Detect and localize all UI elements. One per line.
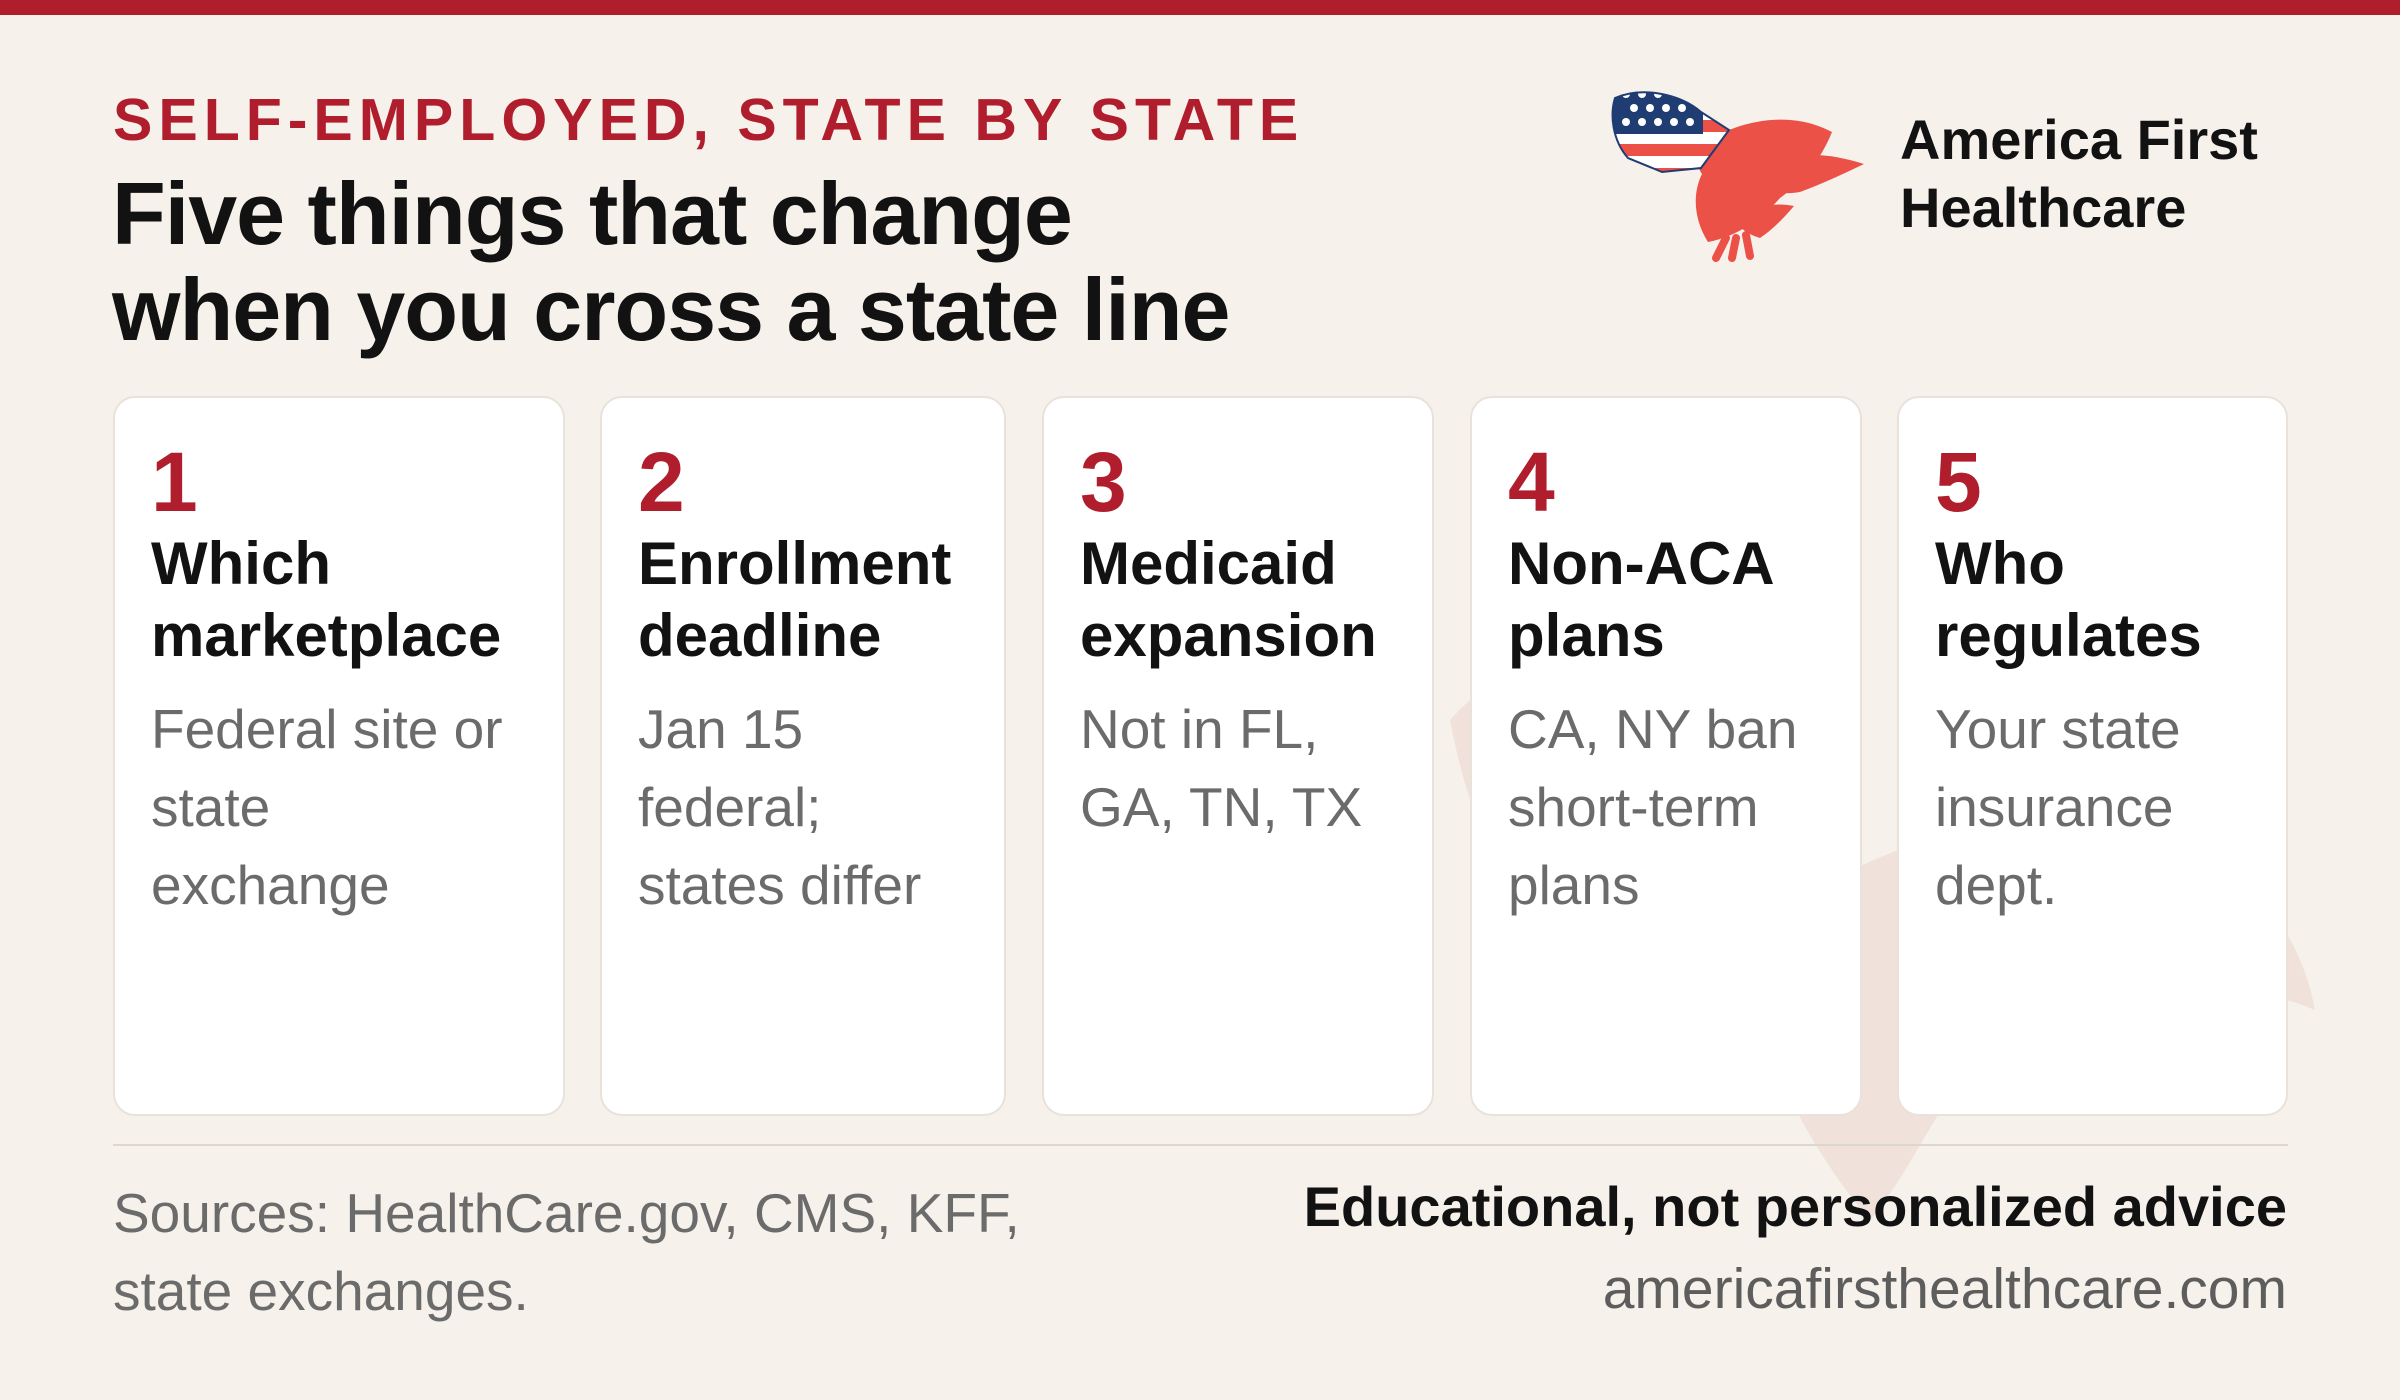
- card-title-line-1: Who: [1935, 530, 2065, 597]
- cards-row: 1 Which marketplace Federal site or stat…: [113, 396, 2288, 1116]
- card-which-marketplace: 1 Which marketplace Federal site or stat…: [113, 396, 565, 1116]
- kicker-text: SELF-EMPLOYED, STATE BY STATE: [113, 87, 1305, 153]
- card-title: Medicaid expansion: [1080, 528, 1414, 672]
- card-desc-line-2: federal;: [638, 776, 822, 838]
- card-title-line-2: plans: [1508, 602, 1665, 669]
- card-number: 2: [638, 435, 685, 529]
- page-title-line-2: when you cross a state line: [112, 260, 1230, 359]
- card-title-line-1: Non-ACA: [1508, 530, 1775, 597]
- card-title-line-2: regulates: [1935, 602, 2202, 669]
- card-title: Enrollment deadline: [638, 528, 986, 672]
- card-desc-line-1: Jan 15: [638, 698, 804, 760]
- card-desc-line-2: GA, TN, TX: [1080, 776, 1363, 838]
- page-title-line-1: Five things that change: [112, 164, 1073, 263]
- card-desc-line-1: Your state: [1935, 698, 2181, 760]
- sources-line-1: Sources: HealthCare.gov, CMS, KFF,: [113, 1182, 1020, 1244]
- card-description: Not in FL, GA, TN, TX: [1080, 690, 1410, 846]
- card-title-line-2: deadline: [638, 602, 882, 669]
- card-non-aca-plans: 4 Non-ACA plans CA, NY ban short-term pl…: [1470, 396, 1862, 1116]
- card-title: Who regulates: [1935, 528, 2268, 672]
- card-description: Jan 15 federal; states differ: [638, 690, 982, 924]
- card-title-line-2: marketplace: [151, 602, 502, 669]
- card-desc-line-3: exchange: [151, 854, 390, 916]
- card-description: Federal site or state exchange: [151, 690, 541, 924]
- card-number: 4: [1508, 435, 1555, 529]
- card-enrollment-deadline: 2 Enrollment deadline Jan 15 federal; st…: [600, 396, 1006, 1116]
- card-title-line-2: expansion: [1080, 602, 1377, 669]
- brand-logo-block: America First Healthcare: [1610, 82, 2300, 272]
- website-url: americafirsthealthcare.com: [1602, 1257, 2287, 1321]
- card-who-regulates: 5 Who regulates Your state insurance dep…: [1897, 396, 2288, 1116]
- card-description: CA, NY ban short-term plans: [1508, 690, 1838, 924]
- card-desc-line-3: states differ: [638, 854, 922, 916]
- card-desc-line-1: CA, NY ban: [1508, 698, 1798, 760]
- card-number: 1: [151, 435, 198, 529]
- card-title-line-1: Medicaid: [1080, 530, 1337, 597]
- brand-name-line-2: Healthcare: [1900, 176, 2187, 239]
- sources-note: Sources: HealthCare.gov, CMS, KFF, state…: [113, 1174, 1193, 1330]
- card-title-line-1: Enrollment: [638, 530, 952, 597]
- card-desc-line-2: short-term: [1508, 776, 1759, 838]
- card-description: Your state insurance dept.: [1935, 690, 2264, 924]
- card-number: 3: [1080, 435, 1127, 529]
- card-number: 5: [1935, 435, 1982, 529]
- card-desc-line-2: state: [151, 776, 271, 838]
- footer-divider: [113, 1144, 2288, 1146]
- card-title: Non-ACA plans: [1508, 528, 1842, 672]
- card-desc-line-2: insurance: [1935, 776, 2174, 838]
- card-desc-line-1: Not in FL,: [1080, 698, 1319, 760]
- card-desc-line-1: Federal site or: [151, 698, 503, 760]
- card-title: Which marketplace: [151, 528, 545, 672]
- eagle-flag-icon: [1611, 91, 1864, 262]
- page-title: Five things that change when you cross a…: [112, 166, 1412, 358]
- card-title-line-1: Which: [151, 530, 331, 597]
- card-medicaid-expansion: 3 Medicaid expansion Not in FL, GA, TN, …: [1042, 396, 1434, 1116]
- sources-line-2: state exchanges.: [113, 1260, 529, 1322]
- card-desc-line-3: dept.: [1935, 854, 2058, 916]
- disclaimer-text: Educational, not personalized advice: [1303, 1175, 2287, 1238]
- brand-name-line-1: America First: [1900, 108, 2258, 171]
- top-accent-bar: [0, 0, 2400, 15]
- brand-name: America First Healthcare: [1900, 106, 2320, 242]
- card-desc-line-3: plans: [1508, 854, 1640, 916]
